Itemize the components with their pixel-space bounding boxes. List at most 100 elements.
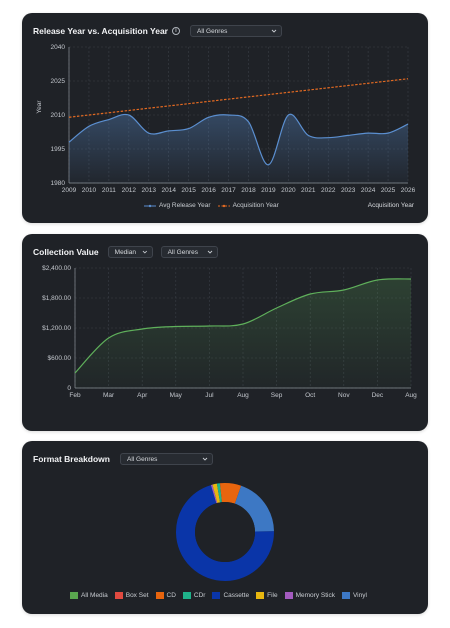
legend-swatch [284, 592, 293, 599]
collection-value-line [74, 278, 412, 374]
legend-label: Acquisition Year [232, 202, 279, 209]
format-breakdown-header: Format Breakdown All Genres [33, 452, 213, 466]
x-tick-label: Sep [271, 392, 283, 399]
x-tick-label: Aug [405, 392, 417, 399]
legend-swatch [212, 592, 221, 599]
legend-item-memory-stick[interactable]: Memory Stick [284, 592, 335, 599]
legend-item-all-media[interactable]: All Media [70, 592, 108, 599]
x-tick-label: 2023 [341, 187, 356, 194]
x-axis-label: Acquisition Year [368, 202, 415, 209]
legend-swatch [70, 592, 78, 599]
y-tick-label: 2040 [51, 44, 66, 51]
legend-item-acquisition-year[interactable]: Acquisition Year [217, 202, 279, 209]
y-tick-label: 1995 [51, 146, 66, 153]
x-tick-label: 2016 [201, 187, 216, 194]
y-tick-label: $1,200.00 [42, 325, 71, 332]
x-tick-label: 2022 [321, 187, 336, 194]
legend-label: Memory Stick [295, 592, 335, 599]
chevron-down-icon [207, 250, 212, 254]
x-tick-label: 2015 [181, 187, 196, 194]
x-tick-label: 2026 [401, 187, 416, 194]
y-tick-label: 2010 [51, 112, 66, 119]
x-tick-label: Feb [69, 392, 81, 399]
legend-item-cd[interactable]: CD [155, 592, 176, 599]
legend-swatch [182, 592, 191, 599]
donut-slice-cd [176, 483, 274, 581]
legend-item-cdr[interactable]: CDr [182, 592, 206, 599]
release-year-header: Release Year vs. Acquisition Year i All … [33, 24, 282, 38]
stat-select-value: Median [114, 248, 136, 256]
avg-release-year-area [69, 114, 408, 183]
x-tick-label: 2017 [221, 187, 236, 194]
legend-label: Box Set [125, 592, 149, 599]
x-tick-label: 2010 [82, 187, 97, 194]
info-icon[interactable]: i [171, 27, 180, 35]
x-tick-label: Mar [103, 392, 115, 399]
chevron-down-icon [271, 29, 277, 33]
y-tick-label: $1,800.00 [42, 295, 71, 302]
genre-select[interactable]: All Genres [189, 25, 282, 37]
avg-release-year-line [68, 113, 409, 166]
genre-select-value: All Genres [196, 27, 228, 35]
legend-item-file[interactable]: File [256, 592, 278, 599]
collection-value-chart: 0 $600.00 $1,200.00 $1,800.00 $2,400.00 Feb Ma… [42, 265, 417, 399]
chevron-down-icon [202, 457, 208, 461]
format-breakdown-card: Format Breakdown All Genres All Media Box… [22, 441, 428, 614]
release-year-card: Release Year vs. Acquisition Year i All … [22, 13, 428, 223]
legend-label: Vinyl [352, 592, 367, 599]
collection-value-area [75, 278, 411, 388]
format-legend: All Media Box Set CD CDr Cassette File Memory … [70, 592, 374, 599]
card-title: Format Breakdown [33, 454, 110, 464]
x-tick-label: Oct [305, 392, 315, 399]
genre-select-value: All Genres [127, 455, 158, 463]
x-tick-label: 2014 [161, 187, 176, 194]
release-year-chart: 1980 1995 2010 2025 2040 2009 2010 2011 2012 2013… [36, 44, 416, 209]
legend-item-cassette[interactable]: Cassette [212, 592, 249, 599]
y-tick-label: 0 [67, 385, 71, 392]
format-breakdown-donut [176, 483, 274, 581]
legend-label: CDr [193, 592, 206, 599]
genre-select[interactable]: All Genres [160, 246, 218, 258]
collection-value-header: Collection Value Median All Genres [33, 245, 218, 259]
x-tick-label: Aug [237, 392, 249, 399]
legend-dashed-line-icon [217, 204, 230, 207]
x-tick-label: 2018 [241, 187, 256, 194]
genre-select[interactable]: All Genres [120, 453, 213, 465]
x-tick-label: Apr [137, 392, 148, 399]
x-tick-label: 2025 [381, 187, 396, 194]
legend-swatch [256, 592, 265, 599]
legend-label: File [267, 592, 278, 599]
y-axis-label: Year [36, 100, 43, 114]
x-tick-label: 2011 [102, 187, 116, 194]
chart-legend: Avg Release Year Acquisition Year [144, 202, 286, 209]
x-tick-label: Dec [372, 392, 384, 399]
legend-item-box-set[interactable]: Box Set [114, 592, 149, 599]
acquisition-year-line [68, 78, 409, 118]
x-tick-label: Jul [205, 392, 214, 399]
legend-swatch [341, 592, 350, 599]
stat-select[interactable]: Median [107, 246, 153, 258]
legend-label: All Media [81, 592, 108, 599]
x-tick-label: 2013 [142, 187, 157, 194]
y-tick-label: 2025 [51, 78, 66, 85]
x-tick-label: 2021 [301, 187, 316, 194]
legend-item-avg-release-year[interactable]: Avg Release Year [144, 202, 211, 209]
legend-label: Avg Release Year [159, 202, 211, 209]
donut-hole [195, 502, 255, 562]
collection-value-card: Collection Value Median All Genres 0 $600… [22, 234, 428, 431]
chevron-down-icon [142, 250, 148, 254]
x-tick-label: 2009 [62, 187, 77, 194]
legend-item-vinyl[interactable]: Vinyl [341, 592, 367, 599]
legend-line-icon [144, 204, 156, 207]
genre-select-value: All Genres [167, 248, 199, 256]
legend-swatch [155, 592, 164, 599]
y-tick-label: 1980 [51, 180, 66, 187]
y-tick-label: $600.00 [48, 355, 72, 362]
card-title: Collection Value [33, 247, 99, 257]
y-tick-label: $2,400.00 [42, 265, 71, 272]
x-tick-label: 2020 [281, 187, 296, 194]
x-tick-label: 2024 [361, 187, 376, 194]
x-tick-label: May [170, 392, 183, 399]
x-tick-label: Nov [338, 392, 350, 399]
legend-label: CD [166, 592, 176, 599]
